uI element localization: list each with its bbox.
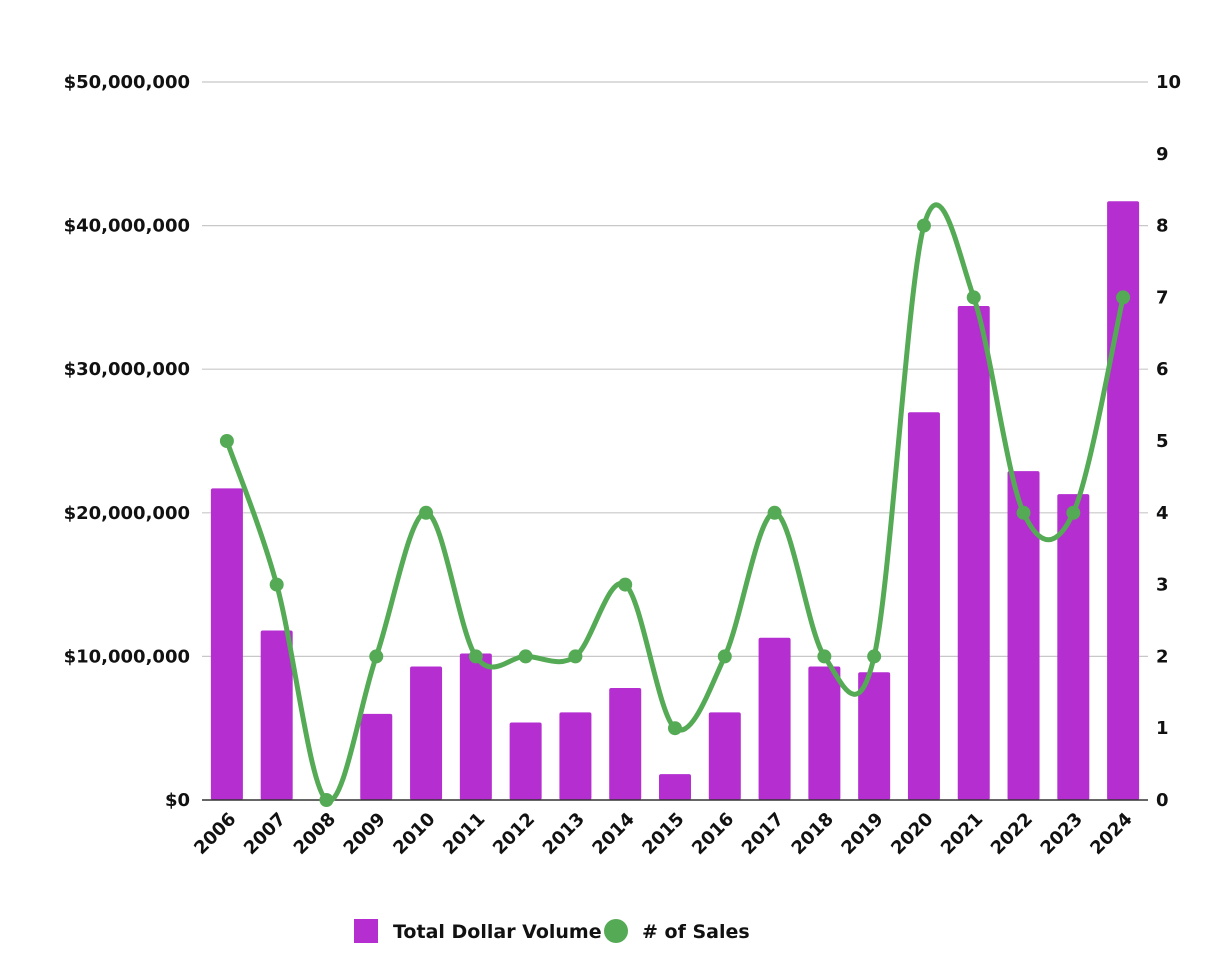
right-axis: 0 1 2 3 4 5 6 7 8 9 10 [1156,72,1181,811]
sales-point-2022 [1016,505,1031,520]
x-tick-label: 2021 [937,809,987,859]
sales-point-2009 [369,649,384,664]
x-tick-label: 2022 [987,809,1037,859]
sales-point-2013 [568,649,583,664]
bar-2014 [609,687,642,800]
sales-point-2023 [1066,505,1081,520]
bar-2022 [1007,471,1040,800]
bar-2024 [1107,201,1140,801]
sales-point-2021 [966,290,981,305]
sales-point-2020 [916,218,931,233]
legend-swatch-total-dollar-volume [354,919,378,943]
y-right-tick-label: 7 [1156,287,1169,308]
x-tick-label: 2023 [1037,809,1087,859]
bar-2013 [559,712,592,800]
sales-point-2018 [817,649,832,664]
y-left-tick-label: $10,000,000 [64,646,190,667]
x-tick-label: 2020 [887,809,937,859]
sales-point-2006 [219,434,234,448]
bar-2010 [410,666,443,800]
bar-2009 [360,713,393,800]
bar-2023 [1057,494,1090,800]
bar-series [210,201,1140,801]
y-right-tick-label: 2 [1156,646,1169,667]
y-left-tick-label: $30,000,000 [64,359,190,380]
x-tick-label: 2007 [240,809,290,859]
bar-2017 [758,637,791,800]
bar-2007 [260,630,293,800]
x-tick-label: 2008 [290,809,340,859]
line-series [219,202,1131,807]
y-left-tick-label: $50,000,000 [64,72,190,93]
sales-point-2010 [419,505,434,520]
x-tick-label: 2013 [539,809,589,859]
y-right-tick-label: 5 [1156,431,1169,452]
gridlines [202,81,1148,658]
x-tick-label: 2024 [1086,809,1136,859]
bar-2019 [858,672,891,800]
sales-point-2011 [468,649,483,664]
y-right-tick-label: 10 [1156,72,1181,93]
sales-point-2012 [518,649,533,664]
y-left-tick-label: $40,000,000 [64,216,190,237]
sales-point-2015 [668,721,682,736]
bar-2020 [907,412,940,800]
x-tick-label: 2019 [837,809,887,859]
sales-point-2014 [618,577,633,592]
y-right-tick-label: 1 [1156,718,1169,739]
bar-2016 [708,712,741,800]
y-right-tick-label: 8 [1156,216,1169,237]
bar-2015 [659,774,691,800]
y-right-tick-label: 4 [1156,503,1169,524]
y-right-tick-label: 3 [1156,575,1169,596]
bar-2006 [210,488,243,800]
legend: Total Dollar Volume # of Sales [354,919,750,943]
sales-point-2016 [717,649,732,664]
x-axis: 2006 2007 2008 2009 2010 2011 2012 2013 2014 2015… [190,799,1148,859]
legend-label-num-sales: # of Sales [642,921,750,943]
bar-2021 [957,306,990,800]
y-right-tick-label: 0 [1156,790,1169,811]
sales-point-2019 [867,649,882,664]
x-tick-label: 2017 [738,809,788,859]
x-tick-label: 2012 [489,809,539,859]
x-tick-label: 2010 [389,809,439,859]
x-tick-label: 2006 [190,809,240,859]
y-right-tick-label: 6 [1156,359,1169,380]
sales-point-2024 [1116,290,1131,305]
x-tick-label: 2014 [588,809,638,859]
x-tick-label: 2015 [638,809,688,859]
legend-swatch-num-sales [604,919,628,943]
y-left-tick-label: $0 [165,790,190,811]
sales-point-2007 [269,577,284,592]
x-tick-label: 2009 [340,809,390,859]
bar-2011 [459,653,492,800]
bar-2012 [509,722,542,800]
y-left-tick-label: $20,000,000 [64,503,190,524]
x-tick-label: 2011 [439,809,489,859]
bar-2018 [808,666,841,800]
sales-point-2017 [767,505,782,520]
sales-point-2008 [319,793,334,807]
legend-label-total-dollar-volume: Total Dollar Volume [393,921,602,943]
y-right-tick-label: 9 [1156,144,1169,165]
x-tick-label: 2018 [788,809,838,859]
x-tick-label: 2016 [688,809,738,859]
left-axis: $0 $10,000,000 $20,000,000 $30,000,000 $40,0… [64,72,190,811]
